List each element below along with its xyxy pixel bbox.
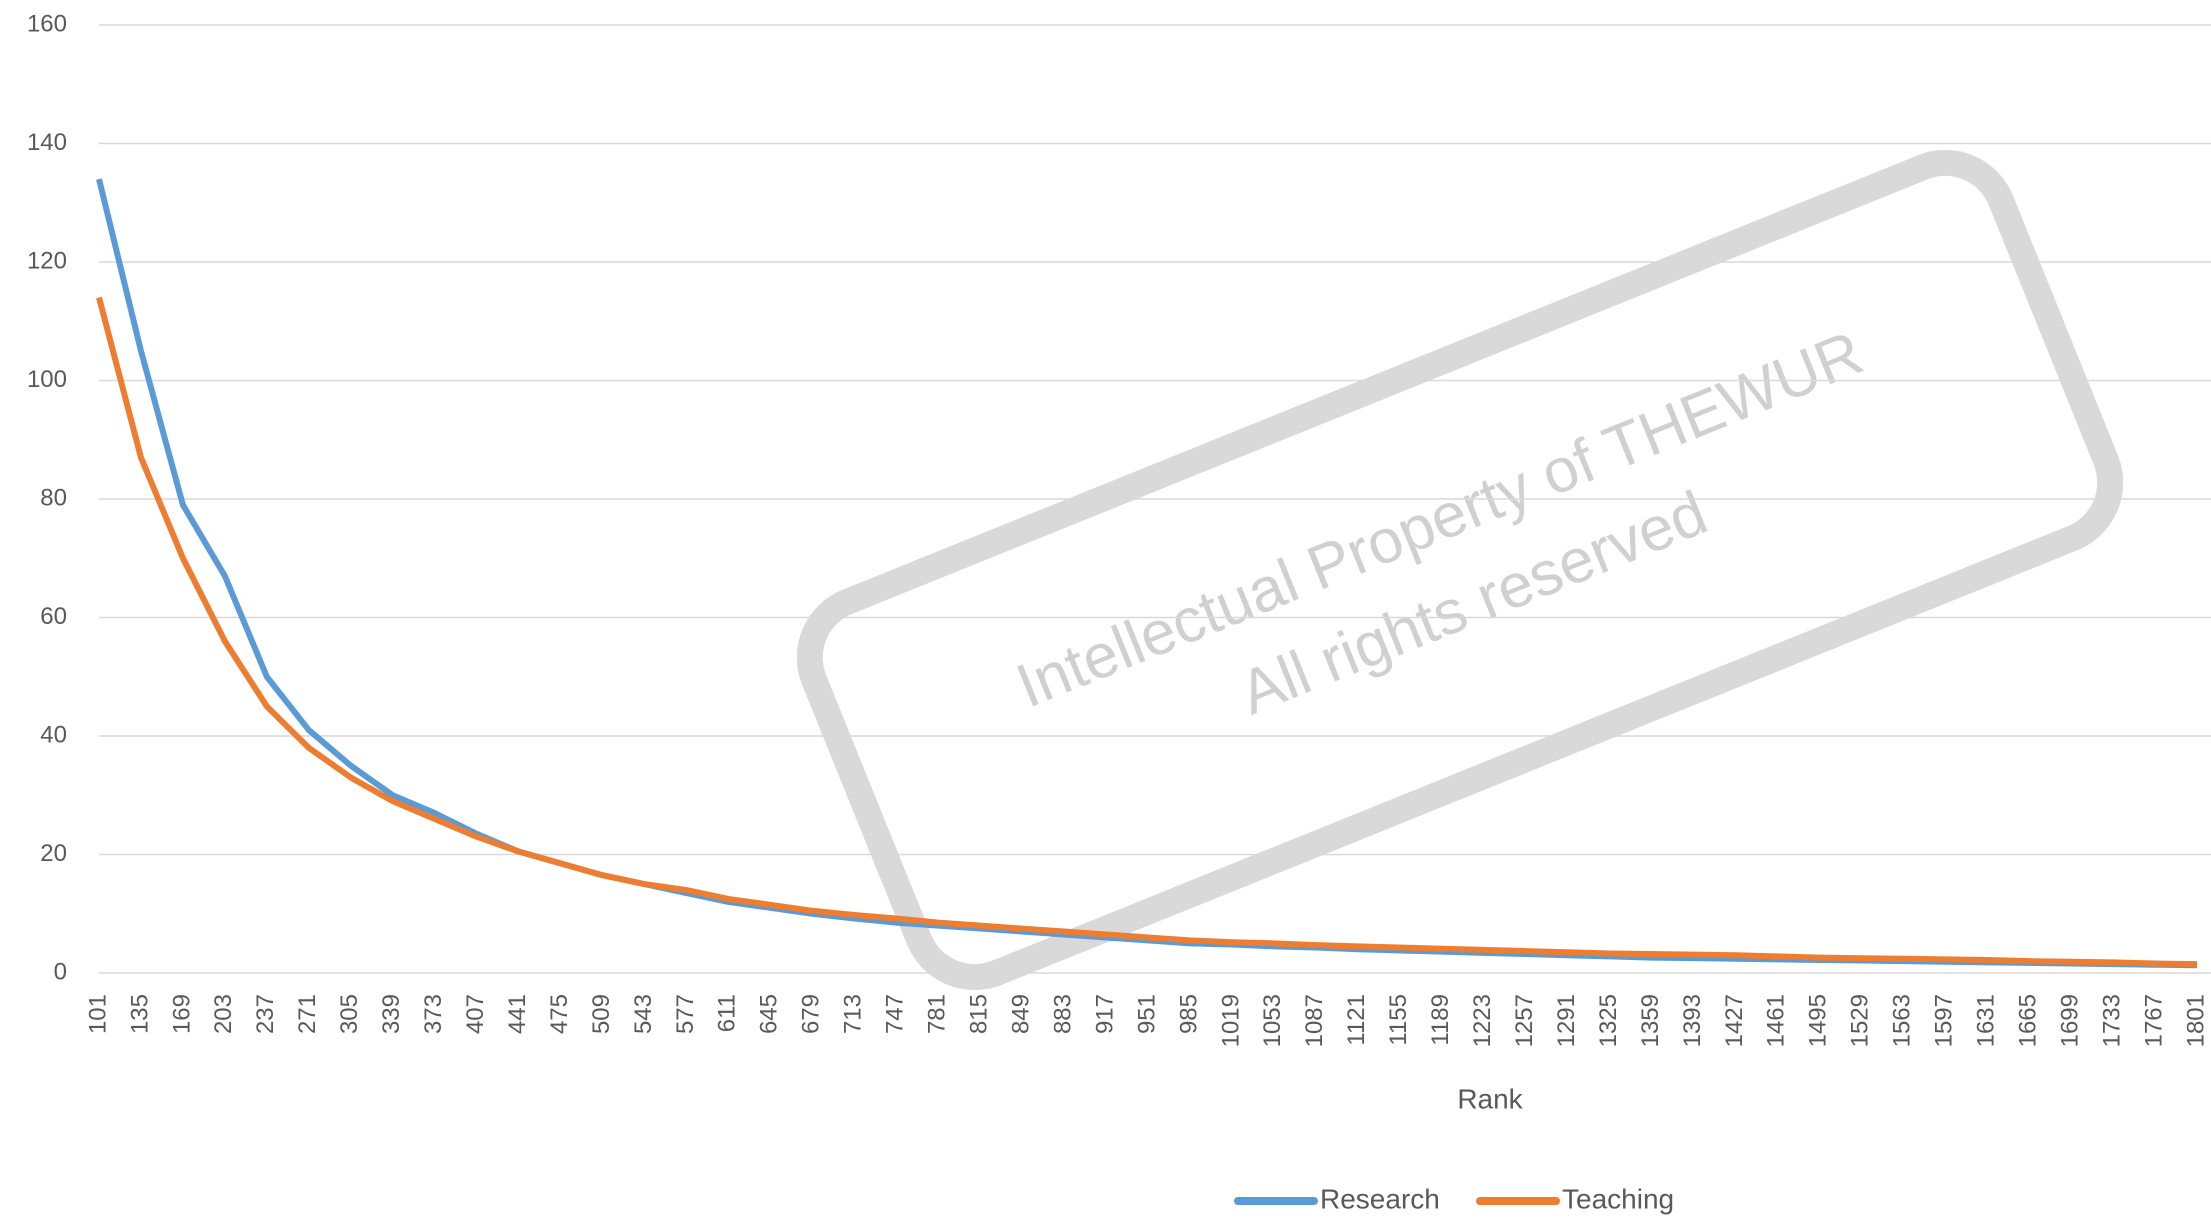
x-tick-label: 1597 <box>1931 994 1958 1047</box>
x-tick-label: 577 <box>672 994 699 1034</box>
watermark: Intellectual Property of THEWUR All righ… <box>796 149 2124 991</box>
x-tick-label: 475 <box>546 994 573 1034</box>
x-tick-label: 985 <box>1175 994 1202 1034</box>
x-tick-label: 781 <box>924 994 951 1034</box>
x-tick-label: 1733 <box>2098 994 2125 1047</box>
x-tick-label: 645 <box>756 994 783 1034</box>
x-tick-label: 305 <box>336 994 363 1034</box>
x-tick-label: 203 <box>210 994 237 1034</box>
x-tick-label: 1325 <box>1595 994 1622 1047</box>
x-tick-label: 1019 <box>1217 994 1244 1047</box>
x-tick-label: 1563 <box>1889 994 1916 1047</box>
x-tick-label: 1699 <box>2056 994 2083 1047</box>
line-series <box>96 296 2198 968</box>
x-axis-label: Rank <box>1457 1083 1523 1114</box>
x-tick-label: 815 <box>966 994 993 1034</box>
x-tick-label: 339 <box>378 994 405 1034</box>
y-tick-label: 40 <box>40 721 67 748</box>
x-tick-label: 849 <box>1007 994 1034 1034</box>
y-tick-label: 140 <box>27 129 67 156</box>
x-tick-label: 1461 <box>1763 994 1790 1047</box>
y-tick-label: 60 <box>40 603 67 630</box>
x-tick-label: 135 <box>126 994 153 1034</box>
x-tick-label: 441 <box>504 994 531 1034</box>
x-tick-label: 883 <box>1049 994 1076 1034</box>
x-tick-label: 1665 <box>2015 994 2042 1047</box>
x-tick-label: 271 <box>294 994 321 1034</box>
x-tick-label: 1121 <box>1343 994 1370 1046</box>
x-tick-label: 713 <box>840 994 867 1034</box>
legend-label: Research <box>1320 1183 1440 1214</box>
x-tick-label: 509 <box>588 994 615 1034</box>
x-tick-label: 373 <box>420 994 447 1034</box>
y-tick-label: 20 <box>40 840 67 867</box>
x-tick-label: 1053 <box>1259 994 1286 1047</box>
x-tick-label: 101 <box>84 994 111 1034</box>
x-tick-label: 1529 <box>1847 994 1874 1047</box>
x-tick-label: 1257 <box>1511 994 1538 1047</box>
y-tick-label: 80 <box>40 484 67 511</box>
y-tick-label: 120 <box>27 247 67 274</box>
x-tick-label: 237 <box>252 994 279 1034</box>
x-tick-label: 917 <box>1091 994 1118 1034</box>
x-tick-label: 1495 <box>1805 994 1832 1047</box>
x-tick-label: 169 <box>168 994 195 1034</box>
x-tick-label: 1801 <box>2182 994 2209 1047</box>
x-tick-label: 543 <box>630 994 657 1034</box>
x-tick-label: 679 <box>798 994 825 1034</box>
x-tick-label: 1291 <box>1553 994 1580 1047</box>
y-tick-label: 0 <box>54 958 67 985</box>
y-tick-label: 160 <box>27 10 67 37</box>
x-tick-label: 1155 <box>1385 994 1412 1046</box>
x-tick-label: 1427 <box>1721 994 1748 1047</box>
watermark-frame <box>796 149 2124 991</box>
x-tick-label: 1359 <box>1637 994 1664 1047</box>
x-tick-label: 611 <box>714 994 741 1032</box>
y-tick-label: 100 <box>27 366 67 393</box>
x-tick-label: 407 <box>462 994 489 1034</box>
x-tick-label: 1631 <box>1973 994 2000 1047</box>
x-tick-label: 1767 <box>2140 994 2167 1047</box>
x-tick-label: 1189 <box>1427 994 1454 1046</box>
x-tick-label: 1223 <box>1469 994 1496 1047</box>
line-series <box>96 178 2198 969</box>
x-tick-label: 747 <box>882 994 909 1034</box>
x-tick-label: 951 <box>1133 994 1160 1034</box>
legend-label: Teaching <box>1562 1183 1674 1214</box>
x-tick-label: 1393 <box>1679 994 1706 1047</box>
x-tick-label: 1087 <box>1301 994 1328 1047</box>
